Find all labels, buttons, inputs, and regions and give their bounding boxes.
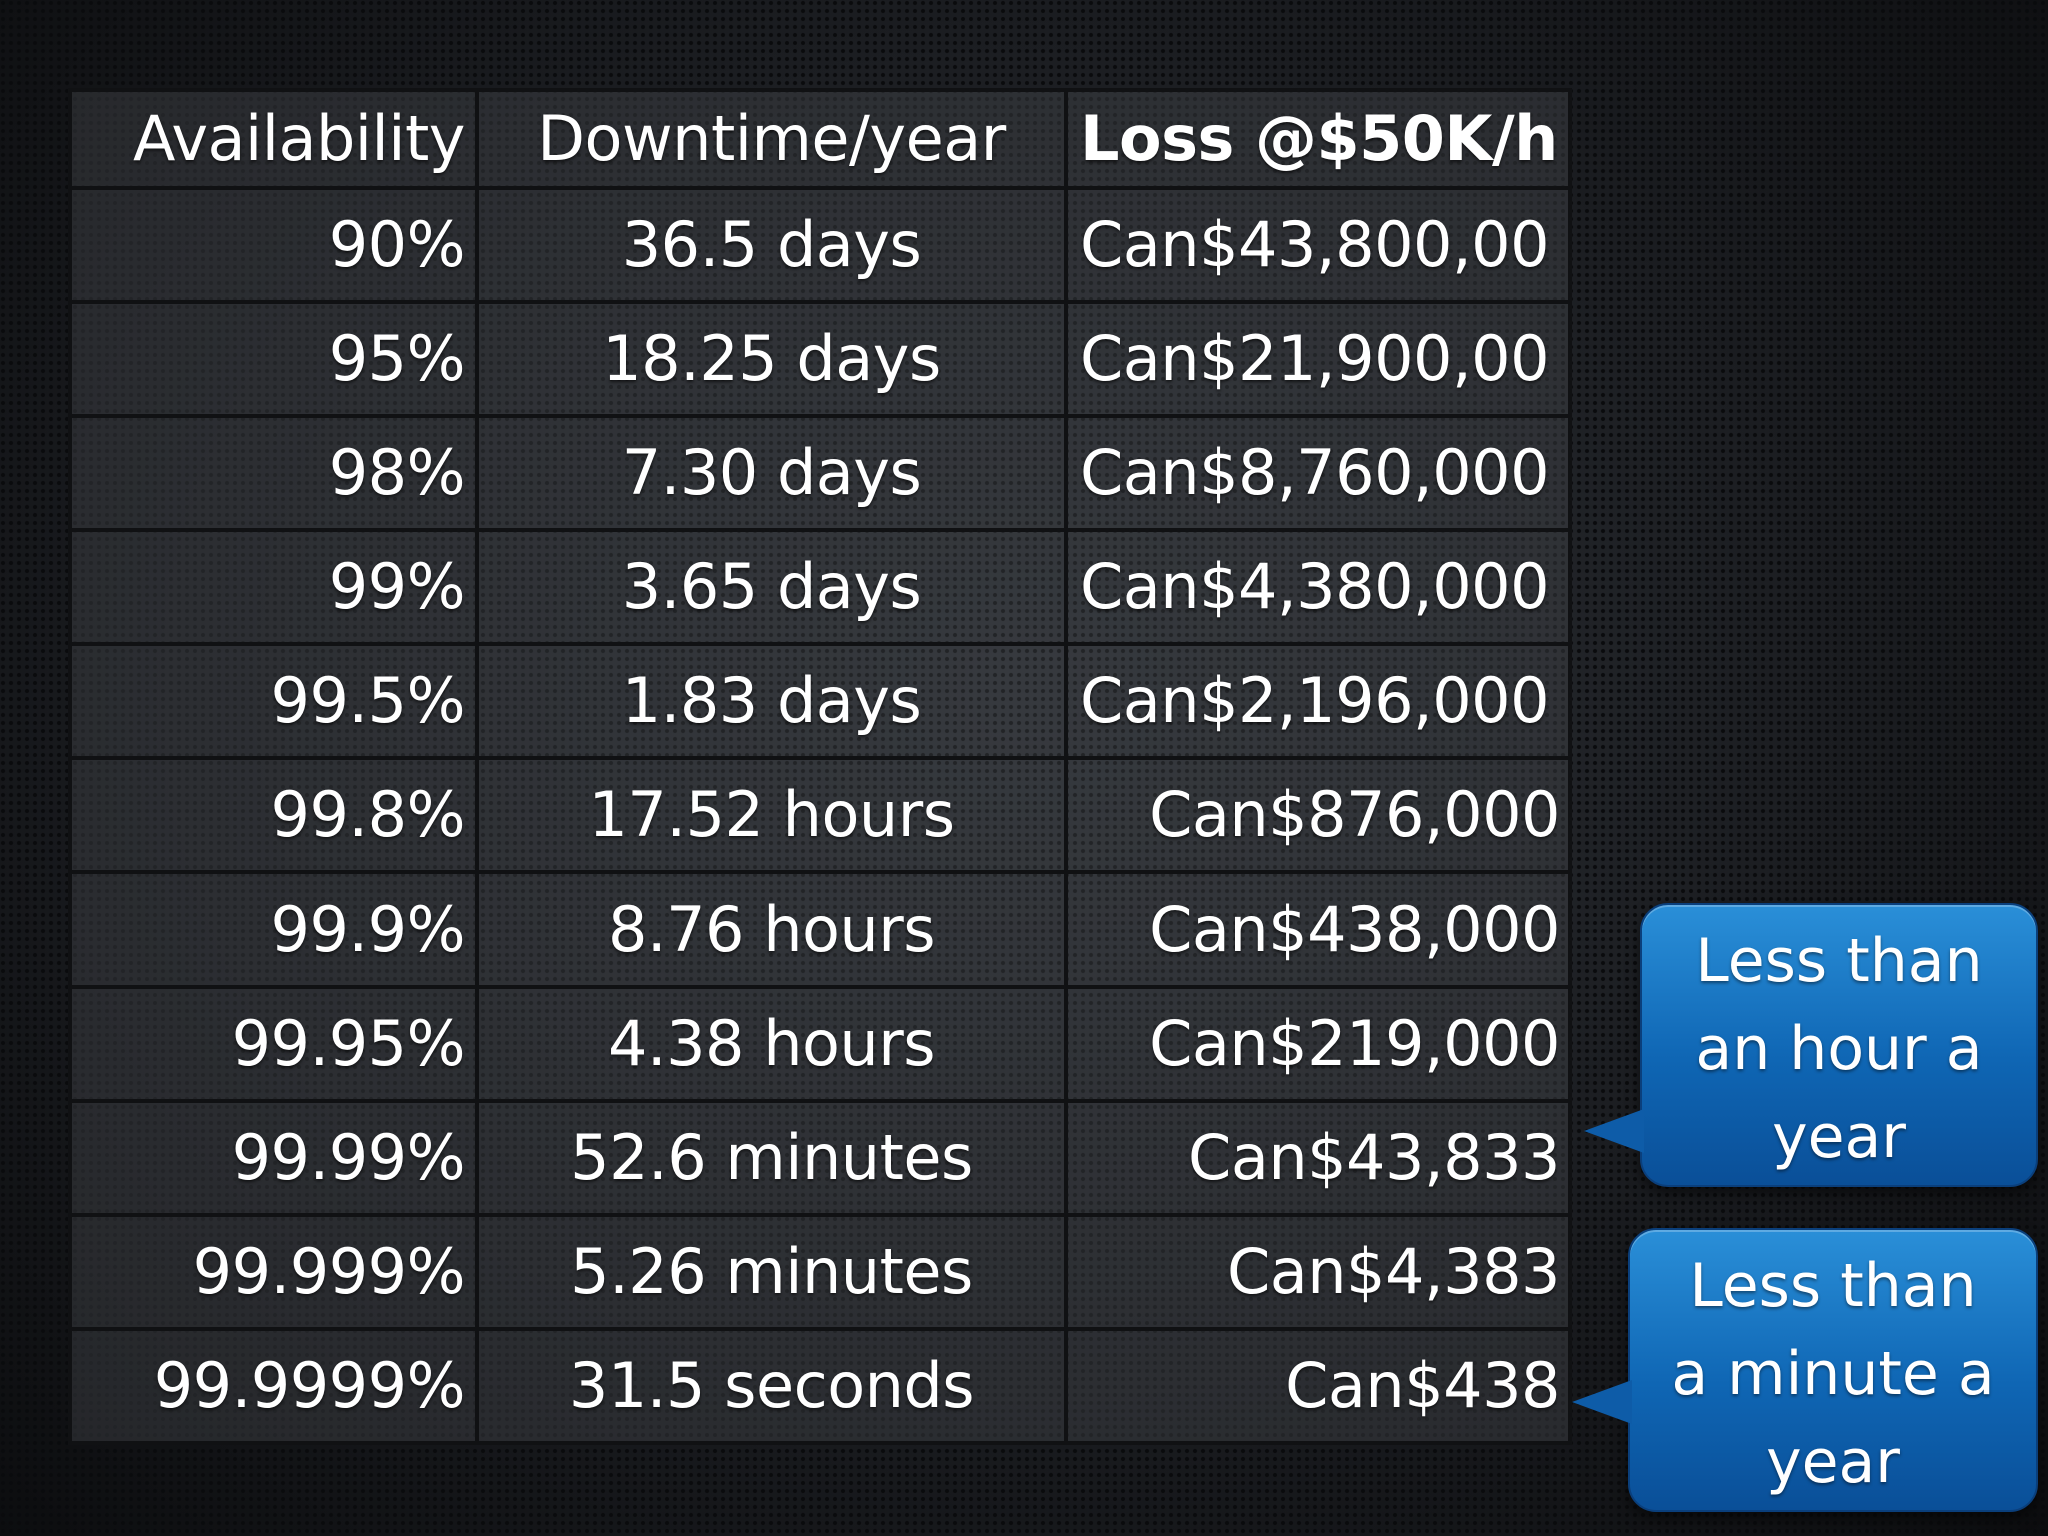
loss-cell: Can$4,380,000 [1064,528,1572,647]
callout-line: Less than [1689,1251,1977,1321]
table-row: 99.9% 8.76 hours Can$438,000 [68,870,1572,989]
callout-line: Less than [1695,926,1983,996]
downtime-cell: 36.5 days [475,185,1068,305]
availability-cell: 99.9999% [68,1326,479,1446]
availability-cell: 99.99% [68,1098,479,1217]
downtime-cell: 52.6 minutes [475,1098,1068,1217]
downtime-cell: 31.5 seconds [475,1326,1068,1446]
callout-less-than-minute: Less than a minute a year [1572,1228,2038,1512]
availability-cell: 99.8% [68,756,479,875]
table-row: 99.99% 52.6 minutes Can$43,833 [68,1098,1572,1217]
callout-tail [1584,1109,1644,1153]
availability-cell: 99% [68,528,479,647]
availability-cell: 99.9% [68,870,479,989]
callout-less-than-hour: Less than an hour a year [1584,903,2038,1187]
header-availability: Availability [68,88,479,190]
table-row: 98% 7.30 days Can$8,760,000 [68,414,1572,533]
availability-cell: 99.5% [68,642,479,761]
table-row: 99.999% 5.26 minutes Can$4,383 [68,1212,1572,1331]
downtime-cell: 4.38 hours [475,984,1068,1103]
availability-cell: 95% [68,300,479,419]
loss-cell: Can$876,000 [1064,756,1572,875]
table-row: 99.9999% 31.5 seconds Can$438 [68,1326,1572,1446]
availability-cell: 98% [68,414,479,533]
loss-cell: Can$43,833 [1064,1098,1572,1217]
availability-table: Availability Downtime/year Loss @$50K/h … [68,88,1572,1446]
table-header-row: Availability Downtime/year Loss @$50K/h [68,88,1572,190]
loss-cell: Can$8,760,000 [1064,414,1572,533]
loss-cell: Can$438,000 [1064,870,1572,989]
downtime-cell: 8.76 hours [475,870,1068,989]
callout-line: a minute a [1671,1339,1995,1409]
loss-cell: Can$2,196,000 [1064,642,1572,761]
loss-cell: Can$4,383 [1064,1212,1572,1331]
callout-line: an hour a [1695,1014,1983,1084]
loss-cell: Can$43,800,00 [1064,185,1572,305]
callout-line: year [1772,1102,1906,1172]
downtime-cell: 5.26 minutes [475,1212,1068,1331]
table-row: 99.5% 1.83 days Can$2,196,000 [68,642,1572,761]
table-row: 99.8% 17.52 hours Can$876,000 [68,756,1572,875]
callout-tail [1572,1380,1632,1424]
availability-cell: 90% [68,185,479,305]
downtime-cell: 18.25 days [475,300,1068,419]
table-row: 99.95% 4.38 hours Can$219,000 [68,984,1572,1103]
downtime-cell: 1.83 days [475,642,1068,761]
availability-cell: 99.95% [68,984,479,1103]
table-row: 95% 18.25 days Can$21,900,00 [68,300,1572,419]
table-row: 99% 3.65 days Can$4,380,000 [68,528,1572,647]
loss-cell: Can$219,000 [1064,984,1572,1103]
loss-cell: Can$21,900,00 [1064,300,1572,419]
availability-cell: 99.999% [68,1212,479,1331]
loss-cell: Can$438 [1064,1326,1572,1446]
table-row: 90% 36.5 days Can$43,800,00 [68,185,1572,305]
downtime-cell: 7.30 days [475,414,1068,533]
header-downtime: Downtime/year [475,88,1068,190]
callout-line: year [1766,1427,1900,1497]
downtime-cell: 17.52 hours [475,756,1068,875]
header-loss: Loss @$50K/h [1064,88,1572,190]
downtime-cell: 3.65 days [475,528,1068,647]
